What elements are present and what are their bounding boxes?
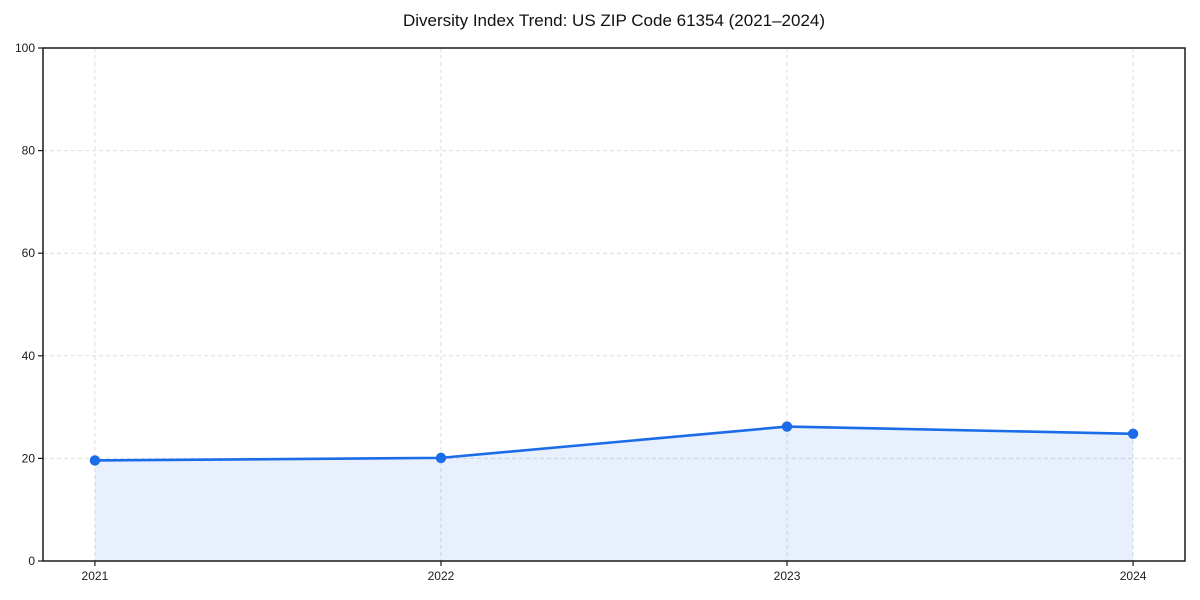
trend-line: [93, 425, 1135, 462]
plot-border: [42, 47, 1186, 562]
y-tick-label: 100: [15, 41, 35, 55]
y-tick-label: 40: [22, 349, 36, 363]
data-point-2023: [781, 421, 793, 432]
area-fill: [94, 426, 1134, 561]
y-tick-label: 80: [22, 144, 36, 158]
y-tick-label: 20: [22, 451, 36, 465]
chart-title: Diversity Index Trend: US ZIP Code 61354…: [402, 11, 826, 30]
data-point-2022: [435, 452, 447, 464]
x-tick-label: 2023: [774, 569, 801, 583]
data-point-2024: [1127, 428, 1139, 439]
plot-background: [43, 48, 1185, 561]
x-tick-label: 2021: [82, 569, 109, 583]
data-point-2021: [89, 455, 101, 466]
x-tick-label: 2024: [1120, 569, 1147, 583]
x-tick-label: 2022: [428, 569, 455, 583]
y-tick-label: 0: [28, 554, 35, 568]
y-tick-label: 60: [22, 246, 36, 260]
